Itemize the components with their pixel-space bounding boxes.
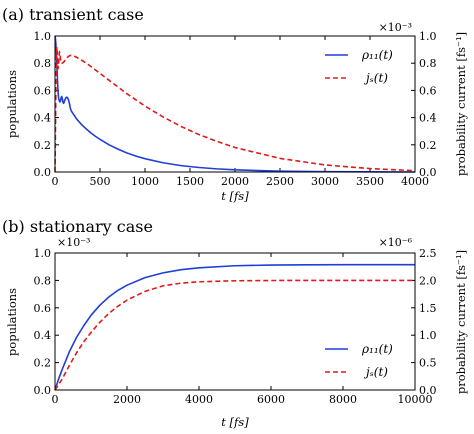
panel-b-ytick-label: 1.0 [34, 247, 52, 260]
panel-b-xtick-label: 8000 [329, 393, 357, 406]
panel-a-y2tick-label: 1.0 [419, 30, 437, 43]
panel-b-y-scale: ×10⁻³ [57, 236, 90, 249]
panel-b-xtick-label: 0 [52, 393, 59, 406]
panel-b-y2tick-label: 2.5 [419, 247, 437, 260]
panel-a-xtick-label: 3500 [356, 175, 384, 188]
panel-b-y2label: probability current [fs⁻¹] [454, 250, 468, 394]
legend-a-rho-label: ρ₁₁(t) [361, 48, 393, 62]
panel-b-xtick-label: 2000 [113, 393, 141, 406]
panel-a-xtick-label: 2500 [266, 175, 294, 188]
panel-a-xtick-label: 0 [52, 175, 59, 188]
legend-b-rho-label: ρ₁₁(t) [361, 342, 393, 356]
panel-b-ylabel: populations [5, 288, 19, 356]
panel-b-ticks: 0 2000 4000 6000 8000 100000.00.20.40.60.81.0… [34, 247, 437, 406]
panel-b-xlabel: t [fs] [221, 415, 249, 429]
panel-b-y2tick-label: 2.0 [419, 274, 437, 287]
panel-b-xtick-label: 10000 [398, 393, 433, 406]
panel-b-ytick-label: 0.4 [34, 329, 52, 342]
panel-a-xtick-label: 1000 [131, 175, 159, 188]
panel-b-y2tick-label: 1.5 [419, 302, 437, 315]
panel-a-ytick-label: 1.0 [34, 30, 52, 43]
panel-b-xtick-label: 4000 [185, 393, 213, 406]
panel-a-y2tick-label: 0.6 [419, 84, 437, 97]
panel-a-plot-area [54, 35, 416, 173]
panel-a-xtick-label: 3000 [311, 175, 339, 188]
panel-b-xtick-label: 6000 [257, 393, 285, 406]
panel-a-xtick-label: 500 [90, 175, 111, 188]
panel-b-y2tick-label: 1.0 [419, 329, 437, 342]
panel-b-plot-area [54, 263, 415, 391]
panel-a-xlabel: t [fs] [221, 189, 249, 203]
panel-stationary: (b) stationary case ×10⁻³ ×10⁻⁶ populati… [2, 217, 468, 429]
panel-a-y2label: probability current [fs⁻¹] [454, 32, 468, 176]
panel-a-y2tick-label: 0.2 [419, 139, 437, 152]
panel-a-ytick-label: 0.4 [34, 112, 52, 125]
panel-a-ytick-label: 0.2 [34, 139, 52, 152]
legend-b-js-label: jₛ(t) [363, 365, 388, 379]
panel-b-ytick-label: 0.2 [34, 357, 52, 370]
panel-b-y2-scale: ×10⁻⁶ [379, 236, 413, 249]
panel-a-ticks: 0 500 1000 1500 2000 2500 3000 3500 40000.00.20.… [34, 30, 437, 188]
panel-a-y2-scale: ×10⁻³ [379, 21, 412, 34]
panel-a-ytick-label: 0.0 [34, 166, 52, 179]
panel-b-ytick-label: 0.0 [34, 384, 52, 397]
panel-a-legend: ρ₁₁(t) jₛ(t) [325, 48, 393, 85]
panel-a-series-rho11-line [54, 35, 416, 173]
panel-a-y2tick-label: 0.0 [419, 166, 437, 179]
legend-a-js-label: jₛ(t) [363, 71, 388, 85]
panel-a-ytick-label: 0.8 [34, 57, 52, 70]
panel-a-title: (a) transient case [2, 5, 144, 24]
panel-a-ylabel: populations [5, 70, 19, 138]
panel-a-xtick-label: 1500 [176, 175, 204, 188]
panel-a-xtick-label: 4000 [401, 175, 429, 188]
panel-b-ytick-label: 0.8 [34, 274, 52, 287]
panel-b-y2tick-label: 0.5 [419, 357, 437, 370]
panel-transient: (a) transient case ×10⁻³ populations pro… [2, 5, 468, 203]
panel-a-series-js-line [54, 46, 416, 173]
panel-b-ytick-label: 0.6 [34, 302, 52, 315]
panel-a-y2tick-label: 0.8 [419, 57, 437, 70]
panel-a-y2tick-label: 0.4 [419, 112, 437, 125]
panel-a-xtick-label: 2000 [221, 175, 249, 188]
panel-b-series-rho11-line [54, 263, 415, 391]
panel-a-frame [54, 35, 416, 173]
panel-a-ytick-label: 0.6 [34, 84, 52, 97]
panel-b-frame [54, 252, 416, 391]
panel-b-legend: ρ₁₁(t) jₛ(t) [325, 342, 393, 379]
panel-b-title: (b) stationary case [2, 217, 153, 236]
panel-b-series-js-line [54, 279, 415, 391]
panel-b-y2tick-label: 0.0 [419, 384, 437, 397]
